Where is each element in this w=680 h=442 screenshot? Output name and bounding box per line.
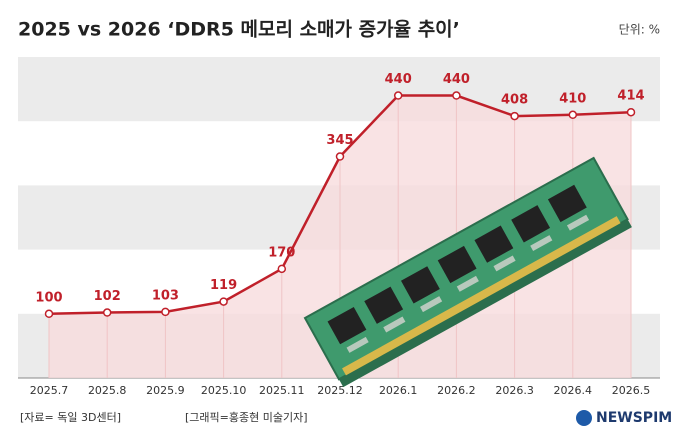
point (219, 297, 228, 306)
logo-icon (576, 410, 592, 426)
point (335, 152, 345, 161)
x-tick-label: 2025.9 (146, 384, 185, 397)
point (452, 91, 461, 100)
point (393, 91, 403, 100)
x-tick-label: 2025.7 (30, 384, 69, 397)
point (44, 309, 54, 319)
point (161, 307, 170, 317)
logo: NEWSPIM (596, 410, 672, 426)
source: [자료= 독일 3D센터] (20, 410, 121, 424)
data-label: 170 (268, 245, 295, 260)
data-label: 100 (35, 290, 62, 305)
data-label: 440 (443, 72, 470, 87)
x-tick-label: 2026.3 (495, 384, 534, 397)
x-tick-label: 2025.8 (88, 384, 127, 397)
dram-module-illustration (303, 156, 632, 388)
data-label: 345 (326, 133, 353, 148)
point (277, 264, 287, 274)
point (626, 107, 636, 117)
x-tick-label: 2025.10 (201, 384, 247, 397)
x-tick-label: 2025.12 (317, 384, 363, 397)
x-tick-label: 2026.5 (612, 384, 651, 397)
data-label: 103 (152, 288, 179, 303)
x-tick-label: 2026.2 (437, 384, 476, 397)
data-label: 119 (210, 278, 237, 293)
chart-title: 2025 vs 2026 ‘DDR5 메모리 소매가 증가율 추이’ (18, 19, 460, 41)
data-label: 408 (501, 93, 528, 108)
point (510, 111, 519, 121)
data-label: 410 (559, 91, 586, 106)
credit: [그래픽=홍종현 미술기자] (185, 410, 308, 424)
data-label: 102 (94, 289, 121, 304)
x-tick-label: 2025.11 (259, 384, 305, 397)
x-tick-label: 2026.1 (379, 384, 418, 397)
data-label: 440 (385, 72, 412, 87)
unit-label: 단위: % (619, 23, 660, 37)
point (102, 308, 112, 317)
band (18, 57, 660, 122)
point (568, 110, 578, 120)
x-tick-label: 2026.4 (554, 384, 593, 397)
data-label: 414 (617, 89, 644, 104)
